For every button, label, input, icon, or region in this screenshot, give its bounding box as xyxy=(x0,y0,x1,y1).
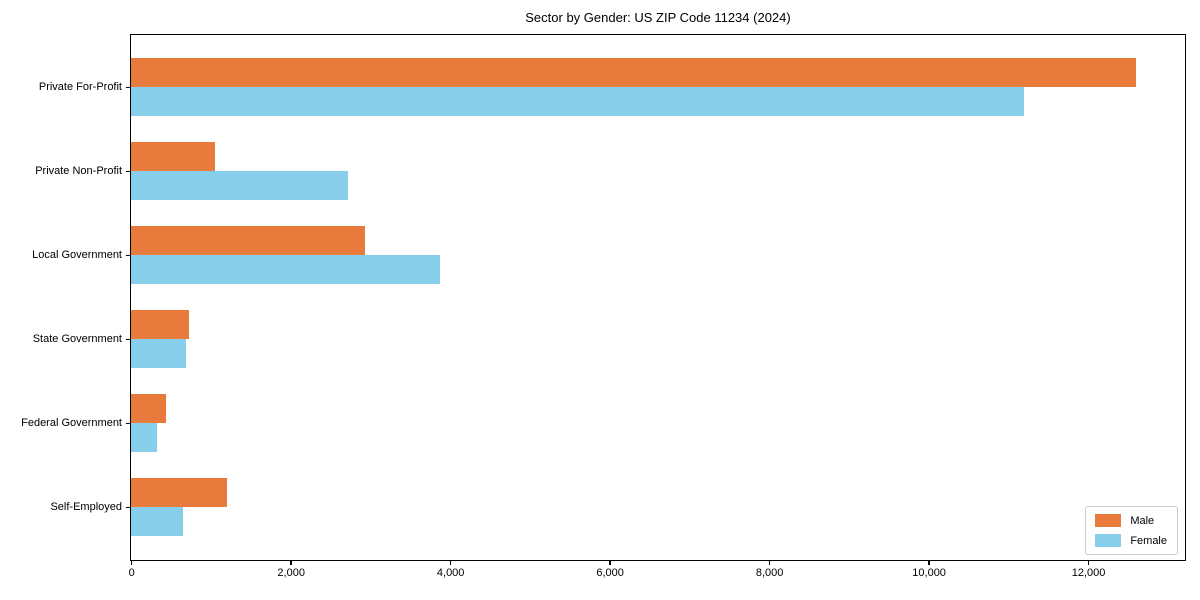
legend-swatch-male xyxy=(1095,514,1122,527)
y-tick-mark xyxy=(126,86,130,89)
legend-swatch-female xyxy=(1095,534,1122,547)
bar-male-1 xyxy=(131,142,215,171)
legend-entry-male: Male xyxy=(1095,514,1167,527)
plot-area: Male Female xyxy=(130,34,1186,561)
legend-label: Male xyxy=(1130,514,1155,527)
y-tick-mark xyxy=(126,338,130,341)
x-tick-label: 0 xyxy=(128,567,135,579)
bar-female-2 xyxy=(131,255,440,284)
x-tick-label: 4,000 xyxy=(436,567,465,579)
x-tick-label: 10,000 xyxy=(912,567,946,579)
y-tick-label: State Government xyxy=(32,332,122,345)
y-tick-mark xyxy=(126,506,130,509)
y-tick-label: Private For-Profit xyxy=(38,80,122,93)
legend: Male Female xyxy=(1085,506,1178,555)
legend-label: Female xyxy=(1130,534,1167,547)
bar-male-2 xyxy=(131,226,366,255)
x-tick-label: 2,000 xyxy=(277,567,305,579)
x-tick-label: 8,000 xyxy=(755,567,784,579)
y-tick-label: Local Government xyxy=(32,248,122,261)
bar-female-1 xyxy=(131,171,348,200)
y-tick-mark xyxy=(126,422,130,425)
bar-male-3 xyxy=(131,310,190,339)
bar-female-0 xyxy=(131,87,1025,116)
bar-male-4 xyxy=(131,394,167,423)
y-tick-mark xyxy=(126,254,130,257)
y-tick-label: Private Non-Profit xyxy=(35,164,122,177)
bar-female-3 xyxy=(131,339,187,368)
y-tick-mark xyxy=(126,170,130,173)
x-tick-mark xyxy=(449,561,452,565)
bar-male-5 xyxy=(131,478,227,507)
x-tick-label: 6,000 xyxy=(596,567,624,579)
x-tick-mark xyxy=(130,561,133,565)
x-tick-mark xyxy=(609,561,611,565)
y-tick-label: Federal Government xyxy=(21,416,122,429)
chart-title: Sector by Gender: US ZIP Code 11234 (202… xyxy=(525,10,791,25)
x-tick-mark xyxy=(1087,561,1090,565)
bar-female-4 xyxy=(131,423,157,452)
bar-male-0 xyxy=(131,58,1136,87)
x-tick-label: 12,000 xyxy=(1071,567,1106,579)
legend-entry-female: Female xyxy=(1095,534,1167,547)
x-tick-mark xyxy=(928,561,930,565)
y-tick-label: Self-Employed xyxy=(50,500,122,513)
bar-female-5 xyxy=(131,507,183,536)
x-tick-mark xyxy=(290,561,292,565)
x-tick-mark xyxy=(768,561,771,565)
